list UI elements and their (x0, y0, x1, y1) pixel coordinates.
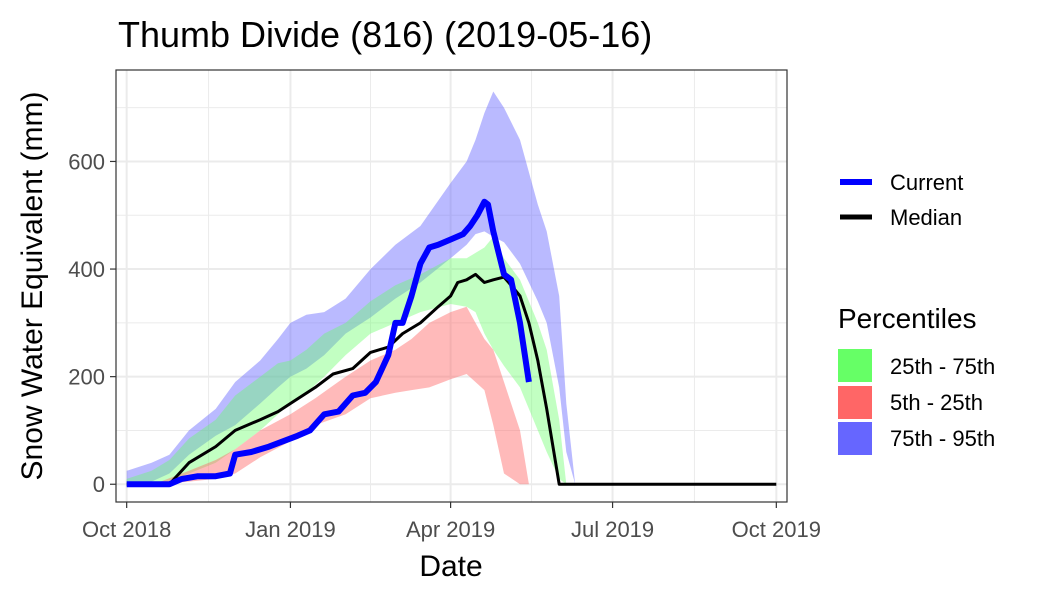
plot-border (115, 69, 788, 503)
legend-item-25-75: 25th - 75th (838, 349, 995, 382)
x-tick-label: Jul 2019 (571, 517, 654, 542)
x-tick-label: Oct 2019 (732, 517, 821, 542)
legend-item-75-95: 75th - 95th (838, 422, 995, 455)
series-line-current (126, 198, 532, 488)
x-tick-label: Jan 2019 (245, 517, 336, 542)
y-tick-label: 0 (93, 472, 105, 497)
legend-label-median: Median (890, 205, 962, 230)
band-25th-75th (126, 236, 567, 485)
percentile-bands (126, 91, 576, 485)
legend-item-5-25: 5th - 25th (838, 386, 983, 419)
x-axis: Oct 2018 Jan 2019 Apr 2019 Jul 2019 Oct 2019 (82, 502, 821, 542)
x-tick-label: Oct 2018 (82, 517, 171, 542)
y-tick-label: 600 (68, 149, 105, 174)
legend: Current Median Percentiles 25th - 75th 5… (838, 170, 995, 455)
band-5th-25th (126, 306, 529, 485)
legend-item-current: Current (840, 170, 963, 195)
legend-title-percentiles: Percentiles (838, 303, 977, 334)
legend-label-5-25: 5th - 25th (890, 390, 983, 415)
y-tick-label: 400 (68, 257, 105, 282)
y-axis-title: Snow Water Equivalent (mm) (16, 91, 49, 480)
x-axis-title: Date (419, 550, 482, 583)
grid-major (116, 70, 787, 502)
plot-panel (115, 69, 788, 503)
legend-swatch-25-75 (838, 349, 872, 382)
legend-label-current: Current (890, 170, 963, 195)
legend-swatch-5-25 (838, 386, 872, 419)
y-axis: 0 200 400 600 (68, 149, 116, 497)
legend-item-median: Median (840, 205, 962, 230)
series-line-median (126, 272, 777, 486)
legend-label-75-95: 75th - 95th (890, 426, 995, 451)
y-tick-label: 200 (68, 365, 105, 390)
x-tick-label: Apr 2019 (406, 517, 495, 542)
data-lines (126, 198, 777, 488)
band-75th-95th (126, 91, 576, 485)
chart-title: Thumb Divide (816) (2019-05-16) (118, 14, 652, 55)
legend-label-25-75: 25th - 75th (890, 354, 995, 379)
legend-swatch-75-95 (838, 422, 872, 455)
